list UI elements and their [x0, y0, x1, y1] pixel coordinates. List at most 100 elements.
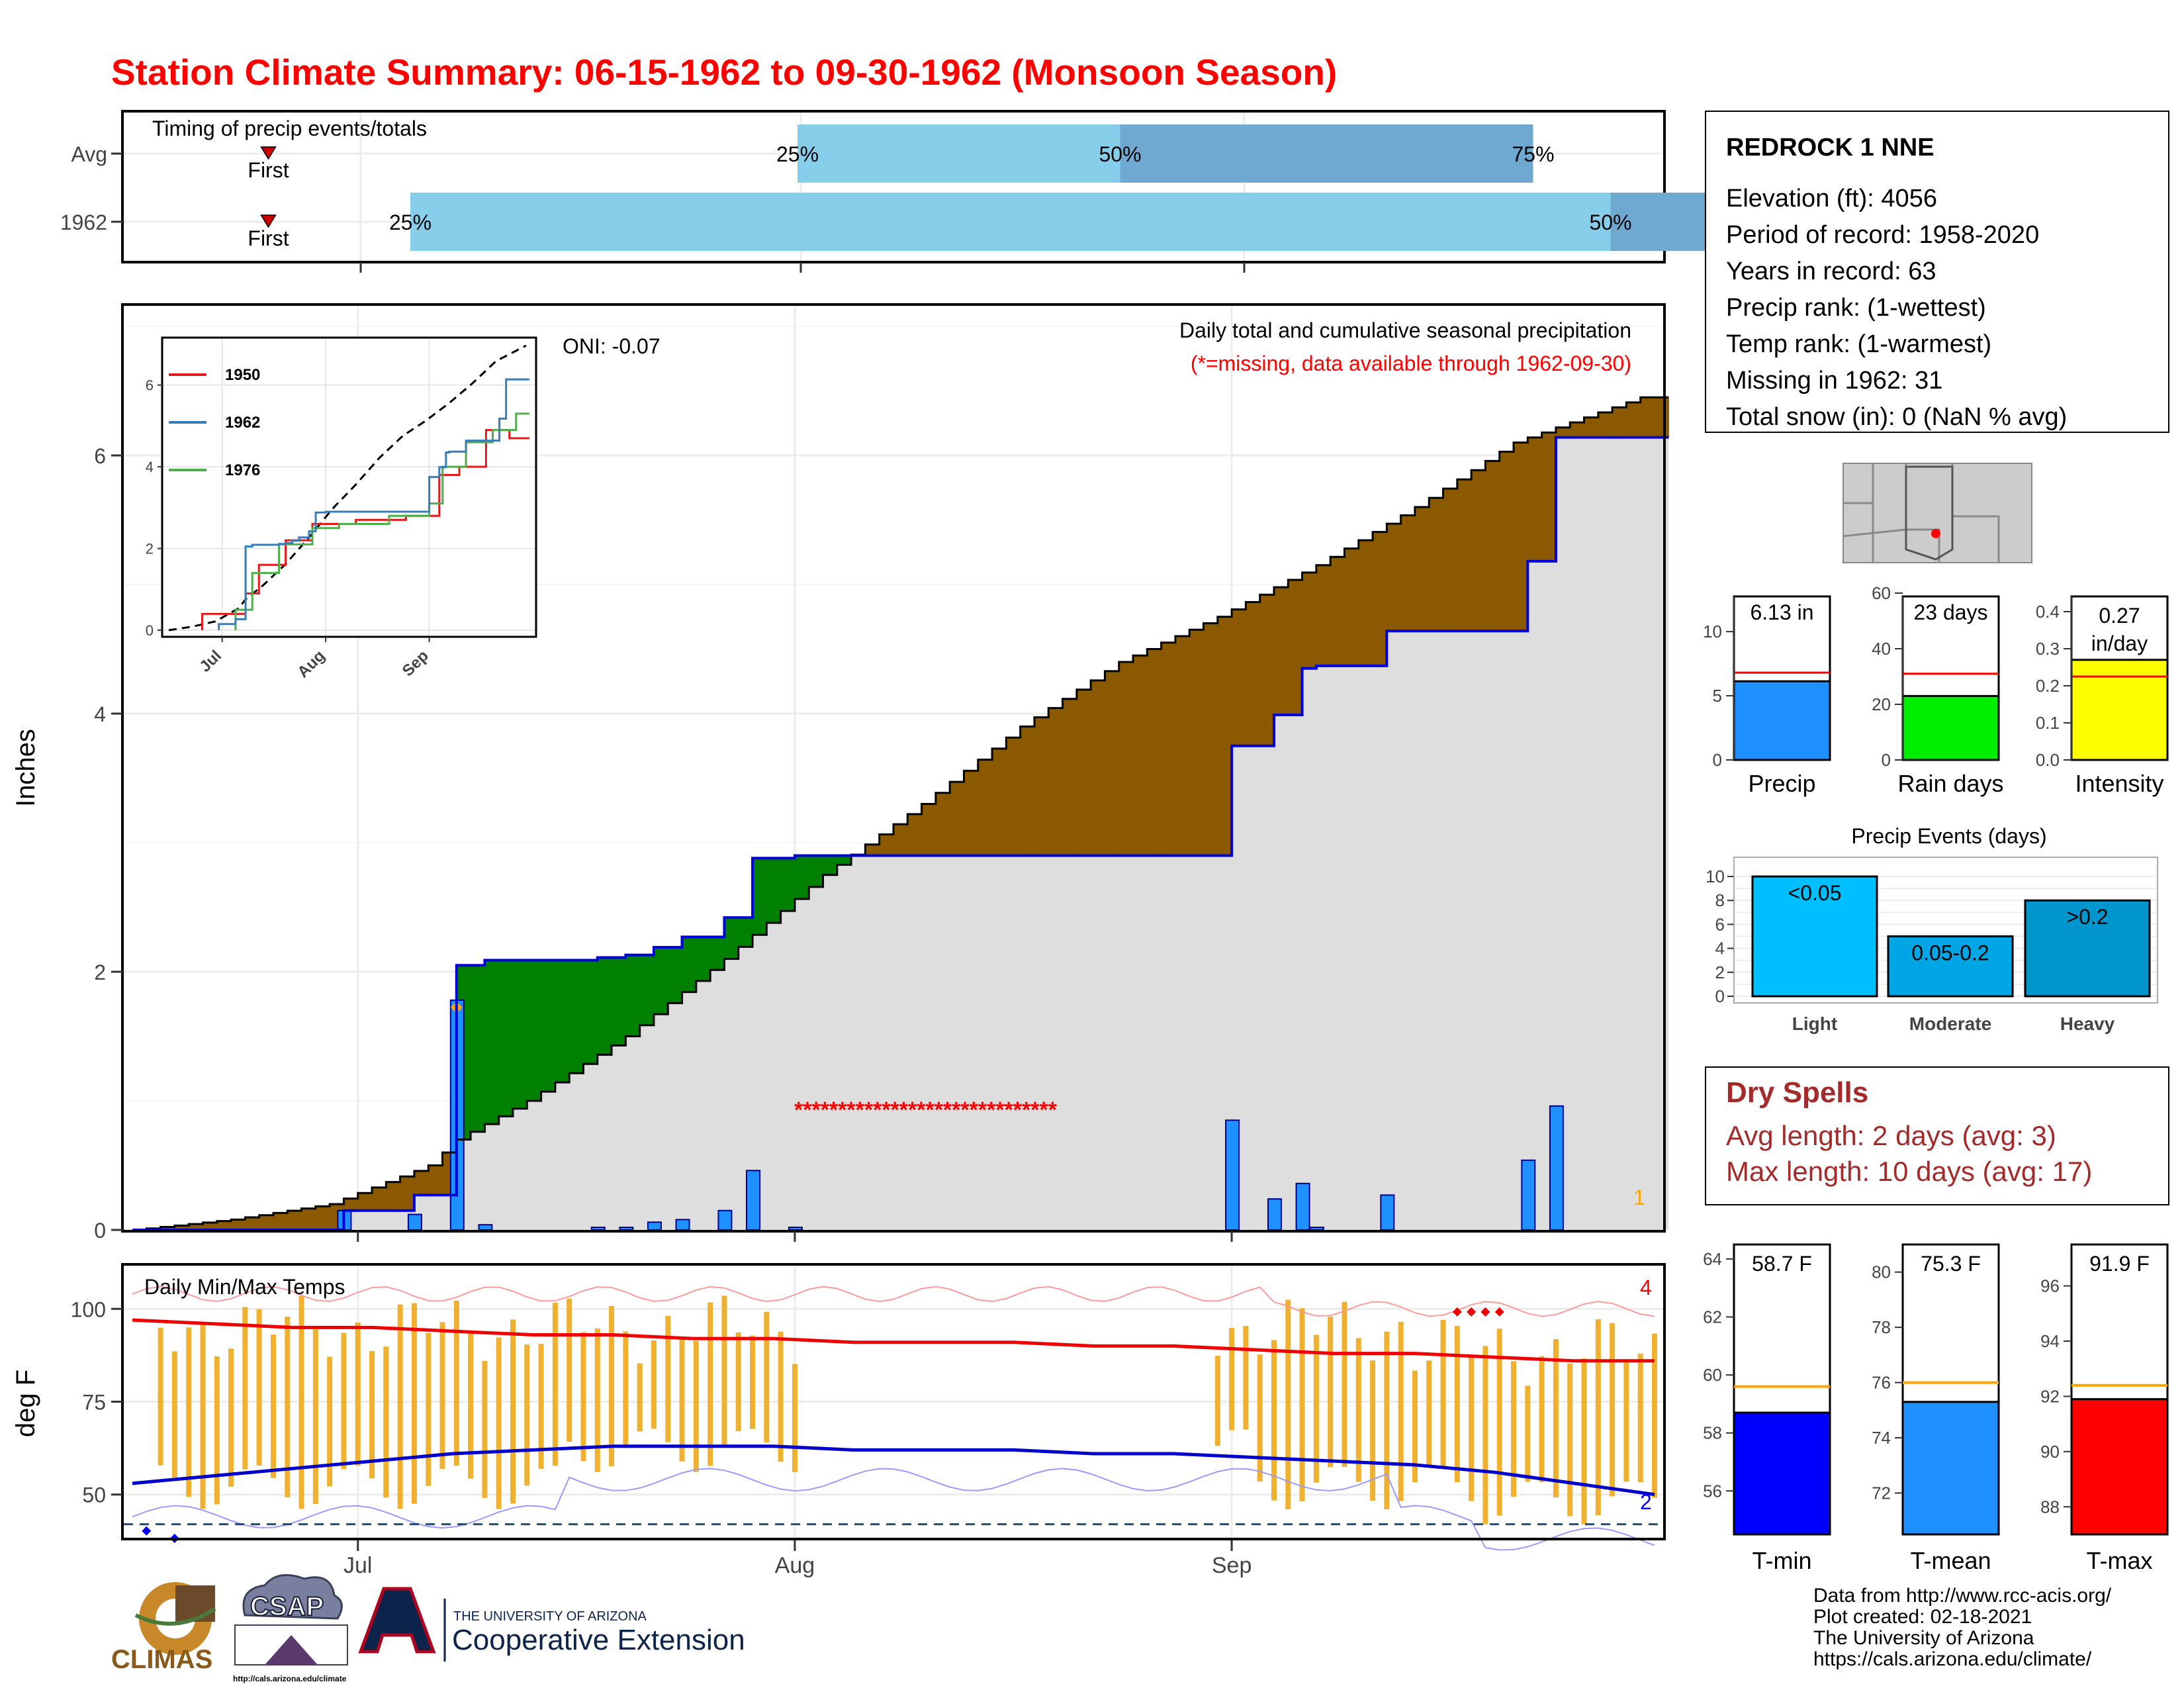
deficit-area: [1232, 609, 1247, 746]
tmax-summary-tick-label: 88: [2040, 1497, 2060, 1517]
deficit-area: [1330, 557, 1345, 666]
daily-temp-bar: [256, 1309, 262, 1466]
deficit-area: [879, 834, 894, 856]
oni-label: ONI: -0.07: [563, 334, 660, 358]
surplus-area: [682, 937, 697, 992]
intensity-summary-tick-label: 0.2: [2036, 676, 2060, 696]
precip-summary-label: Precip: [1748, 770, 1815, 797]
events-bar-heavy: [2024, 899, 2151, 998]
surplus-area: [527, 960, 542, 1101]
station-name: REDROCK 1 NNE: [1726, 134, 1934, 162]
daily-temp-bar: [411, 1303, 417, 1504]
daily-temp-bar: [651, 1340, 657, 1429]
deficit-area: [1541, 432, 1557, 561]
timing-first-label: First: [248, 226, 289, 250]
temp-max-count: 4: [1640, 1276, 1652, 1299]
daily-temp-bar: [1567, 1363, 1573, 1517]
daily-temp-bar: [792, 1364, 797, 1472]
tmean-summary-bar: [1901, 1401, 2000, 1536]
surplus-area: [625, 955, 641, 1037]
deficit-area: [1217, 616, 1232, 856]
deficit-area: [1259, 594, 1275, 746]
deficit-area: [386, 1182, 401, 1211]
surplus-area: [583, 960, 598, 1064]
daily-temp-bar: [1440, 1319, 1446, 1468]
daily-temp-bar: [496, 1337, 502, 1509]
tmax-summary-bar: [2070, 1398, 2169, 1536]
deficit-area: [400, 1176, 415, 1211]
tmax-summary-label: T-max: [2086, 1547, 2152, 1574]
dry-spells-title: Dry Spells: [1726, 1076, 1868, 1109]
daily-temp-bar: [242, 1307, 248, 1470]
daily-temp-bar: [510, 1319, 516, 1504]
deficit-area: [1203, 623, 1218, 856]
events-bar-label: <0.05: [1788, 881, 1842, 905]
daily-temp-bar: [482, 1360, 488, 1498]
daily-temp-bar: [594, 1328, 600, 1472]
credit-line: Plot created: 02-18-2021: [1813, 1606, 2032, 1628]
daily-precip-bar: [1380, 1194, 1395, 1231]
daily-temp-bar: [383, 1346, 389, 1498]
timing-panel: Timing of precip events/totals Avg 25% 50%…: [60, 110, 2108, 273]
daily-temp-bar: [1229, 1328, 1235, 1430]
daily-temp-bar: [693, 1341, 699, 1472]
daily-temp-bar: [1539, 1356, 1545, 1482]
record-max-marker: [1480, 1307, 1490, 1317]
daily-temp-bar: [1243, 1326, 1249, 1430]
cumulative-1962-line: [132, 436, 1669, 1231]
tmax-summary-tick-label: 96: [2040, 1276, 2060, 1296]
precip-y-label: Inches: [11, 729, 40, 807]
daily-temp-bar: [397, 1304, 403, 1509]
deficit-area: [1076, 689, 1091, 856]
daily-temp-bar: [214, 1356, 220, 1505]
daily-temp-bar: [369, 1351, 375, 1479]
surplus-area: [823, 855, 838, 875]
precip-panel: 0 2 4 6 Inches Daily total and cumulative s…: [11, 303, 1669, 1243]
deficit-area: [1443, 489, 1458, 632]
dry-spells-max: Max length: 10 days (avg: 17): [1726, 1156, 2092, 1187]
deficit-area: [1598, 412, 1613, 438]
intensity-summary-value: 0.27: [2099, 604, 2140, 628]
timing-first-marker: [260, 146, 277, 160]
inset-legend-label: 1976: [225, 461, 260, 479]
deficit-area: [1527, 437, 1543, 561]
station-info-line: Total snow (in): 0 (NaN % avg): [1726, 403, 2067, 431]
deficit-area: [1640, 397, 1655, 438]
daily-temp-bar: [1214, 1355, 1220, 1446]
surplus-area: [498, 960, 514, 1117]
deficit-area: [174, 1225, 189, 1230]
deficit-area: [259, 1215, 274, 1230]
csap-text: CSAP: [250, 1592, 324, 1621]
daily-temp-bar: [552, 1302, 558, 1466]
daily-temp-bar: [764, 1311, 770, 1443]
station-info-line: Period of record: 1958-2020: [1726, 221, 2039, 249]
deficit-area: [1288, 580, 1303, 715]
tmax-summary-tick-label: 94: [2040, 1331, 2060, 1351]
surplus-area: [794, 855, 809, 899]
temp-x-tick-label: Sep: [1212, 1553, 1252, 1578]
precip-summary-tick-label: 10: [1703, 622, 1722, 641]
tmin-summary-label: T-min: [1752, 1547, 1812, 1574]
dry-spells-avg: Avg length: 2 days (avg: 3): [1726, 1120, 2056, 1151]
raindays-summary-value: 23 days: [1913, 600, 1987, 624]
daily-precip-bar: [619, 1227, 634, 1231]
summary-bar-charts: 6.13 in 0 5 10 Precip 23 days 0 20 40 60 Rain days…: [1703, 583, 2169, 797]
station-info-line: Years in record: 63: [1726, 258, 1936, 285]
events-tick-label: 0: [1715, 986, 1725, 1006]
deficit-area: [1655, 397, 1669, 438]
events-bar-label: >0.2: [2066, 905, 2108, 929]
raindays-summary-label: Rain days: [1897, 770, 2003, 797]
daily-temp-bar: [609, 1305, 615, 1466]
deficit-area: [1626, 402, 1641, 438]
tmin-summary-tick-label: 64: [1703, 1249, 1722, 1269]
daily-temp-bar: [538, 1344, 544, 1469]
raindays-summary-tick-label: 60: [1872, 583, 1891, 603]
deficit-area: [1274, 587, 1289, 715]
precip-legend-title: Daily total and cumulative seasonal prec…: [1179, 318, 1631, 342]
deficit-area: [372, 1187, 387, 1211]
temp-x-tick-label: Jul: [343, 1553, 372, 1578]
deficit-area: [921, 804, 936, 856]
daily-temp-bar: [1426, 1360, 1432, 1468]
raindays-summary-tick-label: 0: [1882, 750, 1891, 770]
